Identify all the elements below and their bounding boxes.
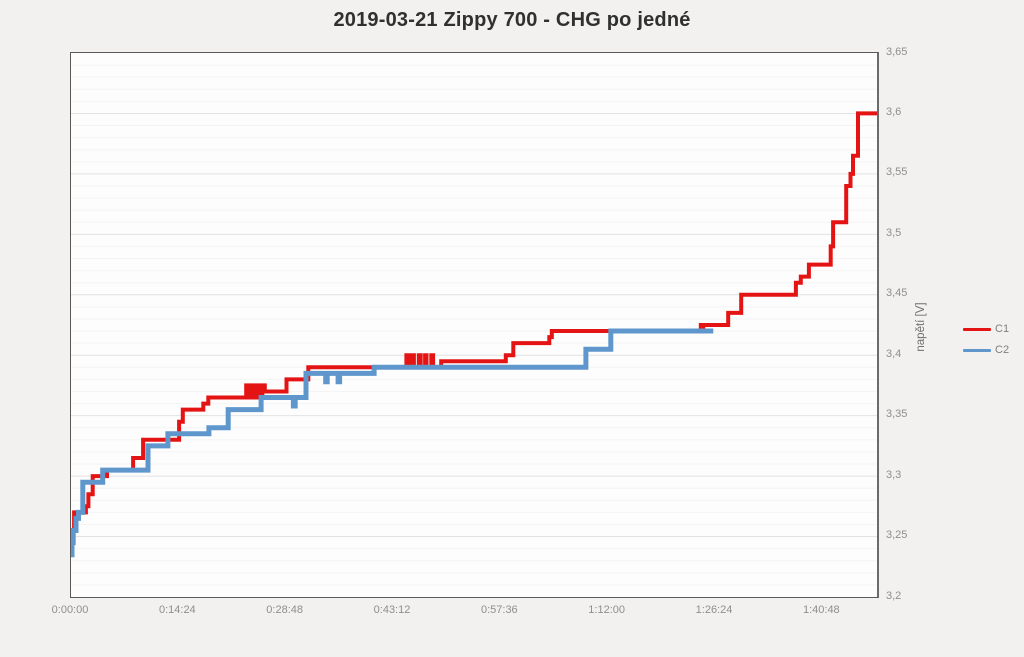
y-tick-label: 3,65 (886, 45, 908, 58)
y-tick-label: 3,55 (886, 166, 908, 179)
chart-title: 2019-03-21 Zippy 700 - CHG po jedné (333, 9, 691, 31)
x-tick-label: 0:28:48 (266, 604, 304, 616)
legend-line-icon (963, 348, 991, 352)
y-tick-label: 3,45 (886, 287, 908, 300)
y-tick-label: 3,35 (886, 408, 908, 421)
y-tick-label: 3,5 (886, 226, 902, 239)
legend-label: C1 (995, 323, 1010, 335)
y-tick-label: 3,4 (886, 347, 902, 360)
y-tick-label: 3,3 (886, 468, 902, 481)
legend-entry-c1: C1 (963, 323, 1009, 335)
series-plot (71, 64, 877, 586)
x-tick-label: 0:43:12 (373, 604, 411, 616)
legend: C1 C2 (963, 323, 1009, 356)
y-tick-label: 3,25 (886, 529, 908, 542)
x-tick-label: 1:12:00 (588, 604, 626, 616)
legend-line-icon (963, 327, 991, 331)
series-line-c2 (71, 328, 714, 558)
legend-label: C2 (995, 344, 1010, 356)
x-tick-label: 1:40:48 (802, 604, 840, 616)
x-tick-label: 1:26:24 (695, 604, 733, 616)
series-line-c1 (71, 111, 877, 545)
y-axis-title: napětí [V] (915, 302, 927, 352)
plot-area (70, 52, 879, 598)
y-tick-label: 3,6 (886, 105, 902, 118)
x-tick-label: 0:57:36 (480, 604, 518, 616)
legend-entry-c2: C2 (963, 344, 1009, 356)
x-tick-label: 0:00:00 (51, 604, 89, 616)
x-tick-label: 0:14:24 (158, 604, 196, 616)
y-tick-label: 3,2 (886, 589, 902, 602)
